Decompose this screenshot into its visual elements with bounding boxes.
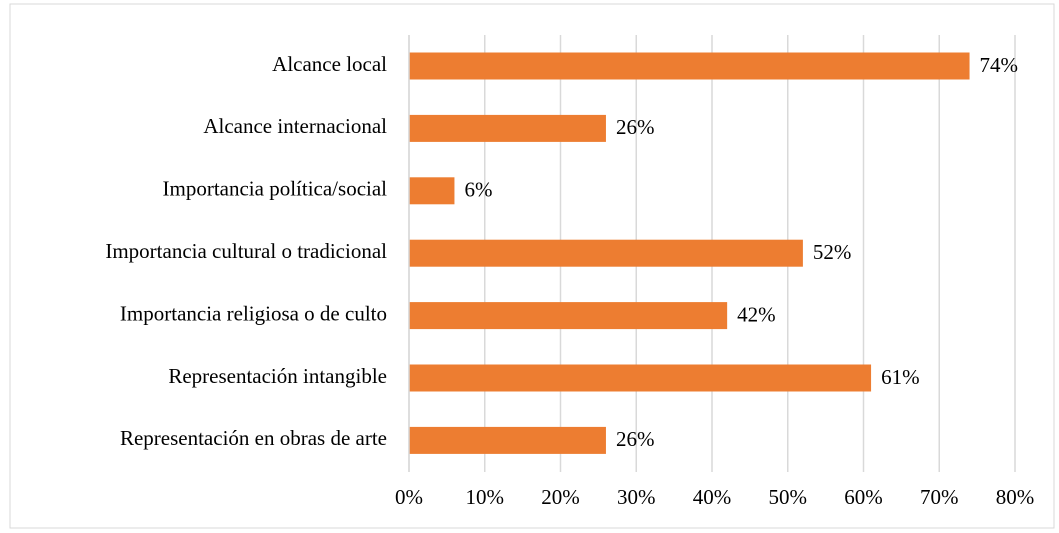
value-label: 61% xyxy=(881,365,920,389)
bar xyxy=(409,364,872,392)
value-label: 42% xyxy=(737,302,776,326)
bar xyxy=(409,239,803,267)
x-tick-label: 10% xyxy=(466,485,505,509)
bar xyxy=(409,426,606,454)
x-tick-label: 70% xyxy=(920,485,959,509)
x-tick-label: 20% xyxy=(541,485,580,509)
x-tick-label: 60% xyxy=(844,485,883,509)
x-tick-label: 0% xyxy=(395,485,423,509)
value-label: 26% xyxy=(616,427,655,451)
bar xyxy=(409,177,455,205)
value-label: 52% xyxy=(813,240,852,264)
chart-border xyxy=(9,3,1055,529)
y-tick-label: Representación intangible xyxy=(168,364,387,388)
y-tick-label: Importancia religiosa o de culto xyxy=(120,301,387,325)
y-tick-label: Alcance internacional xyxy=(203,114,387,138)
y-tick-label: Importancia cultural o tradicional xyxy=(105,239,387,263)
value-label: 26% xyxy=(616,115,655,139)
y-tick-label: Alcance local xyxy=(272,52,387,76)
y-tick-label: Representación en obras de arte xyxy=(120,426,387,450)
y-tick-label: Importancia política/social xyxy=(163,177,388,201)
x-tick-label: 80% xyxy=(996,485,1035,509)
value-label: 74% xyxy=(980,53,1019,77)
bar xyxy=(409,114,606,142)
bar xyxy=(409,52,970,80)
x-tick-label: 50% xyxy=(769,485,808,509)
bar xyxy=(409,302,728,330)
x-tick-label: 40% xyxy=(693,485,732,509)
value-label: 6% xyxy=(464,178,492,202)
x-tick-label: 30% xyxy=(617,485,656,509)
